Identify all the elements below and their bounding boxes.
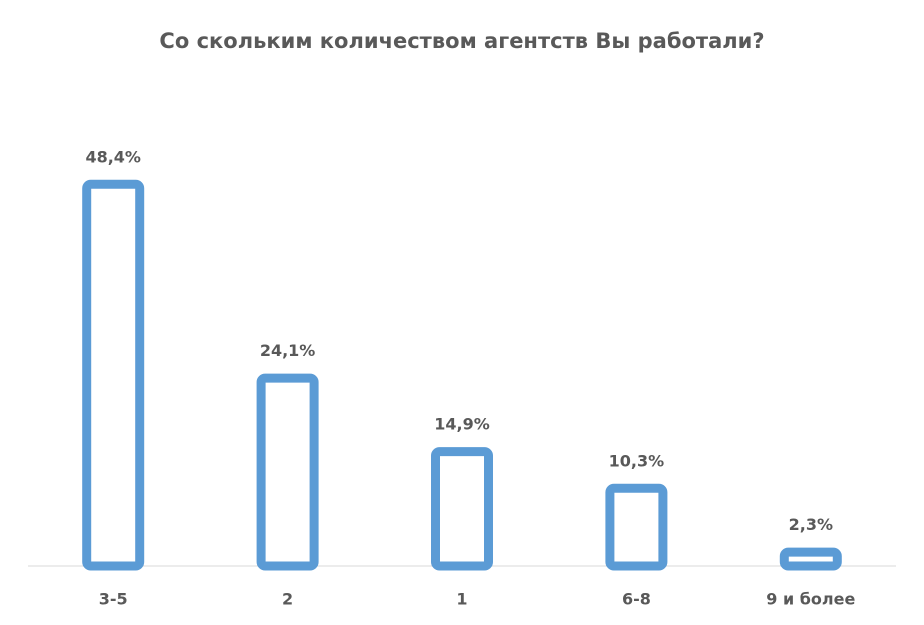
bar	[256, 373, 319, 571]
chart-title: Со скольким количеством агентств Вы рабо…	[159, 29, 764, 53]
data-label: 24,1%	[260, 341, 316, 360]
x-tick-label: 9 и более	[766, 590, 855, 609]
x-tick-label: 3-5	[99, 590, 128, 609]
data-label: 10,3%	[609, 451, 665, 470]
x-tick-label: 6-8	[622, 590, 651, 609]
x-tick-label: 2	[282, 590, 293, 609]
bar	[605, 483, 668, 571]
data-label: 2,3%	[789, 515, 833, 534]
bar	[779, 547, 842, 571]
bar	[431, 447, 493, 571]
x-tick-label: 1	[456, 590, 467, 609]
data-label: 48,4%	[85, 147, 141, 166]
data-label: 14,9%	[434, 415, 490, 434]
bar	[82, 179, 145, 571]
